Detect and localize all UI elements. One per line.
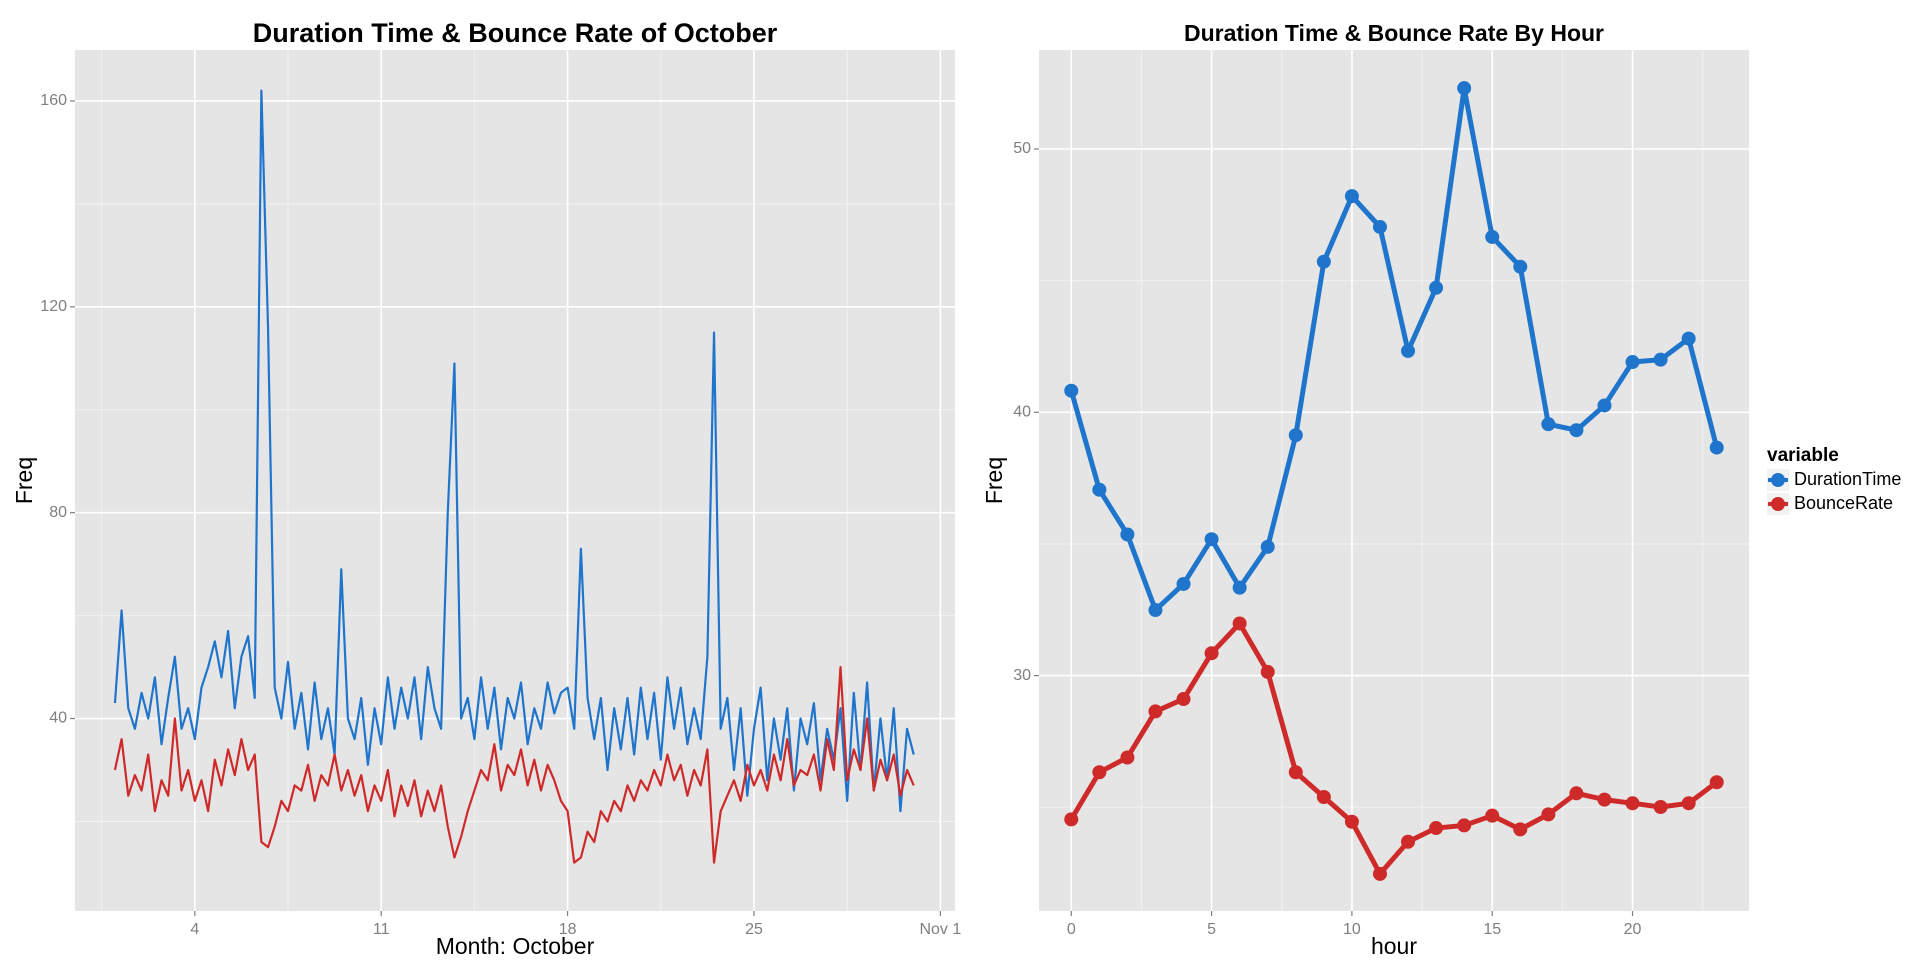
data-point [1288, 765, 1303, 780]
data-point [1653, 799, 1668, 814]
legend-key [1771, 473, 1785, 487]
data-point [1569, 786, 1584, 801]
data-point [1625, 796, 1640, 811]
data-point [1541, 417, 1556, 432]
x-tick-label: Nov 1 [919, 921, 961, 938]
legend-label: DurationTime [1794, 469, 1901, 489]
series-line [113, 665, 915, 864]
data-point [1064, 383, 1079, 398]
data-point [1372, 866, 1387, 881]
x-tick-label: 11 [373, 921, 390, 938]
legend-title: variable [1767, 445, 1839, 466]
series-line [113, 89, 915, 813]
data-point [1513, 259, 1528, 274]
y-axis-title: Freq [11, 457, 37, 504]
y-tick-label: 80 [49, 504, 67, 521]
data-point [1232, 616, 1247, 631]
data-point [1148, 603, 1163, 618]
x-tick-label: 4 [190, 921, 199, 938]
data-point [1625, 355, 1640, 370]
chart-title: Duration Time & Bounce Rate By Hour [1184, 20, 1604, 46]
y-tick-label: 50 [1013, 140, 1031, 157]
chart-title: Duration Time & Bounce Rate of October [253, 18, 778, 48]
data-point [1541, 807, 1556, 822]
data-point [1288, 428, 1303, 443]
data-point [1344, 814, 1359, 829]
data-point [1429, 280, 1444, 295]
data-point [1653, 352, 1668, 367]
y-tick-label: 40 [49, 710, 67, 727]
data-point [1120, 750, 1135, 765]
x-tick-label: 0 [1067, 921, 1076, 938]
data-point [1344, 189, 1359, 204]
x-tick-label: 10 [1343, 921, 1361, 938]
y-axis-title: Freq [981, 457, 1007, 504]
data-point [1120, 527, 1135, 542]
x-axis-title: Month: October [436, 933, 595, 959]
data-point [1569, 423, 1584, 438]
legend-label: BounceRate [1794, 493, 1893, 513]
legend-key [1771, 497, 1785, 511]
data-point [1485, 808, 1500, 823]
data-point [1513, 822, 1528, 837]
data-point [1681, 331, 1696, 346]
data-point [1709, 440, 1724, 455]
y-tick-label: 160 [40, 92, 67, 109]
data-point [1457, 818, 1472, 833]
data-point [1232, 580, 1247, 595]
y-tick-label: 120 [40, 298, 67, 315]
data-point [1092, 765, 1107, 780]
y-tick-label: 30 [1013, 667, 1031, 684]
data-point [1401, 343, 1416, 358]
data-point [1260, 664, 1275, 679]
data-point [1204, 532, 1219, 547]
data-point [1429, 821, 1444, 836]
data-point [1316, 254, 1331, 269]
data-point [1176, 576, 1191, 591]
data-point [1709, 775, 1724, 790]
data-point [1316, 789, 1331, 804]
data-point [1401, 834, 1416, 849]
data-point [1597, 792, 1612, 807]
x-tick-label: 25 [745, 921, 763, 938]
data-point [1485, 229, 1500, 244]
data-point [1148, 704, 1163, 719]
x-axis-title: hour [1371, 933, 1417, 959]
plot-panel [75, 50, 955, 911]
data-point [1260, 539, 1275, 554]
plot-panel [1039, 50, 1749, 911]
data-point [1681, 796, 1696, 811]
data-point [1372, 219, 1387, 234]
x-tick-label: 20 [1624, 921, 1642, 938]
x-tick-label: 18 [559, 921, 577, 938]
data-point [1457, 81, 1472, 96]
data-point [1597, 398, 1612, 413]
y-tick-label: 40 [1013, 404, 1031, 421]
x-tick-label: 5 [1207, 921, 1216, 938]
data-point [1176, 692, 1191, 707]
x-tick-label: 15 [1483, 921, 1501, 938]
data-point [1204, 646, 1219, 661]
data-point [1064, 812, 1079, 827]
data-point [1092, 482, 1107, 497]
